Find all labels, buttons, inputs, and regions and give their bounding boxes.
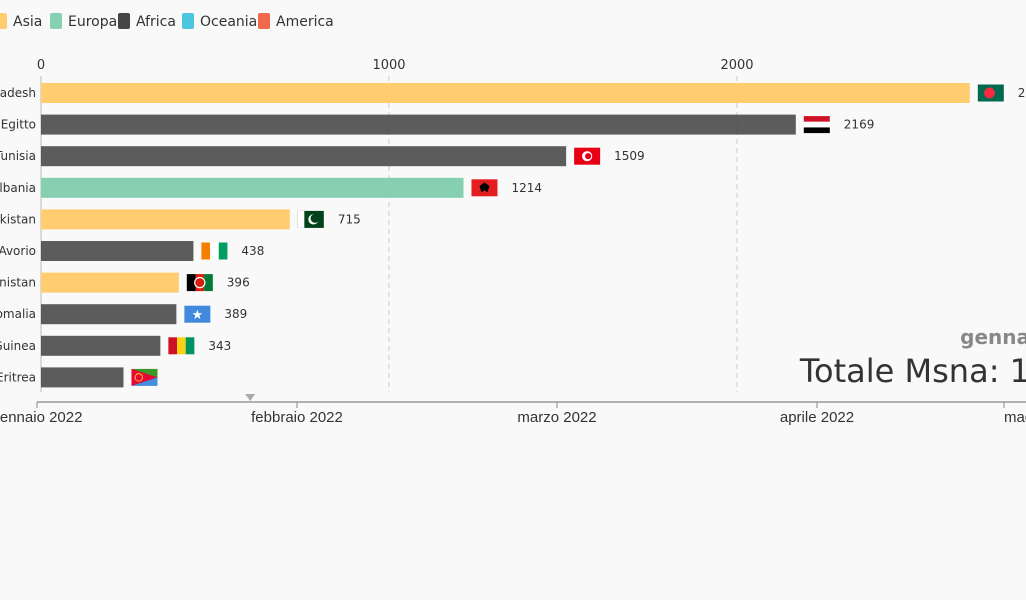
bar-row-guinea: Guinea 343 (0, 335, 231, 356)
bar (41, 272, 179, 293)
bar-value-label: 2169 (844, 118, 875, 132)
ivory-coast-flag-icon (201, 242, 228, 260)
bar-row-eritrea: Eritrea (0, 367, 158, 388)
bar-category-label: anistan (0, 276, 36, 290)
legend-swatch (0, 13, 7, 29)
bar-row-albania: Albania 1214 (0, 177, 542, 198)
bar (41, 304, 177, 325)
bar-category-label: 'Avorio (0, 244, 36, 258)
pakistan-flag-icon (297, 210, 324, 228)
bar-row-bangladesh: ladesh 2 (0, 83, 1025, 103)
bar-value-label: 389 (224, 307, 247, 321)
timeline-tick-label: marzo 2022 (517, 409, 596, 426)
legend-item-europa[interactable]: Europa (50, 13, 117, 30)
legend-item-africa[interactable]: Africa (118, 13, 176, 30)
legend-item-asia[interactable]: Asia (0, 13, 42, 30)
legend-label: Oceania (200, 14, 257, 30)
bar-category-label: Eritrea (0, 370, 36, 384)
bar (41, 241, 194, 261)
x-tick-label: 2000 (720, 58, 753, 73)
bar-value-label: 343 (208, 339, 231, 353)
albania-flag-icon (471, 179, 498, 197)
legend-swatch (182, 13, 194, 29)
bar-category-label: omalia (0, 307, 36, 321)
total-label: Totale Msna: 1 (799, 352, 1026, 390)
bar (41, 114, 796, 135)
bar-value-label: 1214 (511, 181, 542, 195)
legend-label: Europa (68, 14, 117, 30)
bar-row-costa-d-avorio: 'Avorio 438 (0, 241, 264, 261)
bar-category-label: akistan (0, 212, 36, 226)
afghanistan-flag-icon (186, 274, 213, 292)
legend-item-america[interactable]: America (258, 13, 334, 30)
bar-category-label: Guinea (0, 339, 36, 353)
timeline-tick-label: gennaio 2022 (0, 409, 82, 426)
x-tick-label: 1000 (372, 58, 405, 73)
bar (41, 367, 124, 388)
bar (41, 335, 161, 356)
bar (41, 83, 970, 103)
period-label: genna (960, 325, 1026, 349)
bar-category-label: Tunisia (0, 149, 36, 163)
bar-category-label: ladesh (0, 86, 36, 100)
bar-category-label: Albania (0, 181, 36, 195)
legend-label: America (276, 14, 334, 30)
bar-row-afghanistan: anistan 396 (0, 272, 250, 293)
legend-swatch (118, 13, 130, 29)
bar-row-tunisia: Tunisia 1509 (0, 146, 645, 167)
timeline-handle[interactable] (245, 394, 256, 401)
tunisia-flag-icon (574, 147, 601, 165)
bar (41, 146, 567, 167)
bar-value-label: 2 (1018, 86, 1026, 100)
timeline-tick-label: febbraio 2022 (251, 409, 343, 426)
x-tick-label: 0 (37, 58, 45, 73)
legend-swatch (50, 13, 62, 29)
bar (41, 177, 464, 198)
timeline-tick-label: aprile 2022 (780, 409, 854, 426)
bar-value-label: 438 (241, 244, 264, 258)
timeline-slider[interactable]: gennaio 2022 febbraio 2022 marzo 2022 april… (0, 394, 1026, 426)
bar-value-label: 1509 (614, 149, 645, 163)
bar-value-label: 396 (227, 276, 250, 290)
bar-row-egitto: Egitto 2169 (1, 114, 875, 135)
bar-row-somalia: omalia 389 (0, 304, 247, 325)
bangladesh-flag-icon (977, 84, 1004, 102)
bar (41, 209, 290, 230)
eritrea-flag-icon (131, 368, 158, 386)
legend-label: Asia (13, 14, 42, 30)
guinea-flag-icon (168, 337, 195, 355)
legend-swatch (258, 13, 270, 29)
timeline-tick-label: maggi (1004, 409, 1026, 426)
somalia-flag-icon (184, 305, 211, 323)
egypt-flag-icon (803, 116, 830, 134)
legend-item-oceania[interactable]: Oceania (182, 13, 257, 30)
bar-value-label: 715 (338, 212, 361, 226)
legend-label: Africa (136, 14, 176, 30)
bar-row-pakistan: akistan 715 (0, 209, 361, 230)
bar-category-label: Egitto (1, 118, 36, 132)
